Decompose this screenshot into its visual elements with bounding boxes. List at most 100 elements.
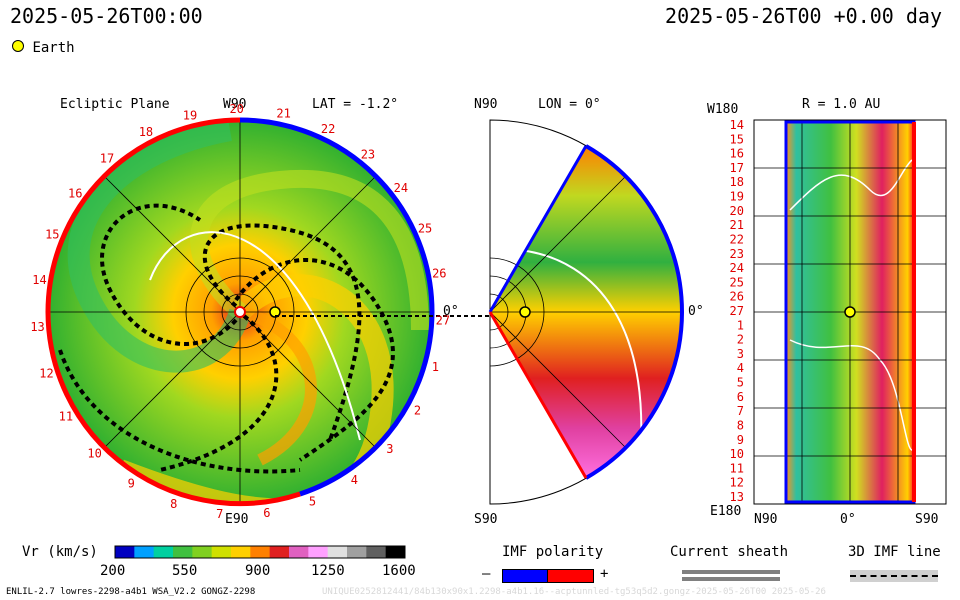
imf-line-swatch: [850, 575, 938, 577]
rmap-sheath-upper: [789, 159, 913, 211]
meridional-rim: [584, 144, 685, 480]
ecliptic-tick-label: 22: [321, 122, 335, 136]
rmap-y-tick-label: 27: [730, 304, 744, 318]
ecliptic-title: Ecliptic Plane: [60, 97, 170, 112]
earth-legend: Earth: [12, 40, 75, 56]
colorbar-segment: [327, 546, 348, 558]
ecliptic-tick-label: 12: [39, 366, 53, 380]
imf-positive-swatch: [547, 569, 594, 583]
colorbar-segment: [250, 546, 271, 558]
colorbar-segment: [269, 546, 290, 558]
meridional-sheath-line: [519, 249, 643, 461]
rmap-y-tick-label: 6: [737, 390, 744, 404]
longitude-label: LON = 0°: [538, 97, 601, 112]
ecliptic-tick-label: 6: [263, 506, 270, 520]
ecliptic-tick-label: 20: [229, 102, 243, 116]
ecliptic-tick-label: 9: [128, 476, 135, 490]
meridional-bottom-label: S90: [474, 512, 498, 527]
velocity-colorbar: [114, 545, 406, 559]
rmap-y-tick-label: 22: [730, 232, 744, 246]
ecliptic-tick-label: 21: [276, 107, 290, 121]
colorbar-segment: [385, 546, 406, 558]
rmap-x-label-north: N90: [754, 512, 778, 527]
ecliptic-rim-positive: [45, 117, 301, 507]
colorbar-title: Vr (km/s): [22, 544, 98, 560]
ecliptic-tick-label: 3: [386, 442, 393, 456]
imf-minus: –: [482, 566, 491, 582]
meridional-top-label: N90: [474, 97, 498, 112]
ecliptic-tick-label: 11: [59, 409, 73, 423]
colorbar-segment: [347, 546, 367, 558]
colorbar-segment: [134, 546, 155, 558]
rmap-y-tick-label: 24: [730, 261, 744, 275]
colorbar-segment: [308, 546, 329, 558]
colorbar-segment: [289, 546, 309, 558]
rmap-y-tick-label: 9: [737, 433, 744, 447]
rmap-y-tick-label: 18: [730, 175, 744, 189]
colorbar-segment: [231, 546, 251, 558]
ecliptic-tick-label: 10: [87, 447, 101, 461]
ecliptic-tick-label: 19: [183, 108, 197, 122]
rmap-top-left-label: W180: [707, 102, 739, 117]
colorbar-segment: [366, 546, 387, 558]
ecliptic-tick-label: 26: [432, 266, 446, 280]
ecliptic-tick-label: 1: [432, 360, 439, 374]
model-time: 2025-05-26T00 +0.00 day: [665, 4, 942, 28]
rmap-y-tick-label: 2: [737, 333, 744, 347]
ecliptic-tick-label: 14: [32, 273, 46, 287]
earth-marker-icon: [12, 40, 24, 52]
ecliptic-tick-label: 8: [170, 497, 177, 511]
ecliptic-tick-label: 16: [68, 186, 82, 200]
rmap-y-tick-label: 11: [730, 461, 744, 475]
sheath-swatch-top: [682, 570, 780, 574]
ecliptic-tick-label: 2: [414, 404, 421, 418]
ecliptic-tick-label: 18: [139, 125, 153, 139]
rmap-y-tick-label: 15: [730, 132, 744, 146]
rmap-y-tick-label: 5: [737, 376, 744, 390]
ecliptic-rim-negative: [239, 117, 435, 497]
footer-run-id: UNIQUE0252812441/84b130x90x1.2298-a4b1.1…: [322, 587, 826, 597]
current-sheath-title: Current sheath: [670, 544, 789, 560]
ecliptic-tick-label: 7: [216, 507, 223, 521]
colorbar-tick-1600: 1600: [382, 563, 416, 579]
latitude-label: LAT = -1.2°: [312, 97, 399, 112]
run-time: 2025-05-26T00:00: [10, 4, 203, 28]
rmap-y-tick-label: 21: [730, 218, 744, 232]
ecliptic-tick-label: 23: [361, 147, 375, 161]
rmap-y-tick-label: 10: [730, 447, 744, 461]
colorbar-tick-200: 200: [100, 563, 126, 579]
ecliptic-tick-label: 25: [418, 222, 432, 236]
earth-rmap-marker-icon: [844, 306, 856, 318]
rmap-ticks: 1415161718192021222324252627123456789101…: [730, 118, 744, 504]
rmap-y-tick-label: 7: [737, 404, 744, 418]
colorbar-tick-550: 550: [172, 563, 198, 579]
colorbar-segment: [192, 546, 213, 558]
rmap-y-tick-label: 1: [737, 318, 744, 332]
ecliptic-top-label: W90: [223, 97, 247, 112]
ecliptic-tick-label: 4: [351, 473, 358, 487]
rmap-x-label-zero: 0°: [840, 512, 856, 527]
ecliptic-bottom-label: E90: [225, 512, 249, 527]
rmap-y-tick-label: 14: [730, 118, 744, 132]
ecliptic-tick-label: 15: [45, 228, 59, 242]
earth-meridional-marker-icon: [519, 306, 531, 318]
rmap-y-tick-label: 25: [730, 275, 744, 289]
colorbar-segment: [211, 546, 232, 558]
rmap-y-tick-label: 20: [730, 204, 744, 218]
rmap-bottom-left-label: E180: [710, 504, 742, 519]
meridional-zero-label: 0°: [688, 304, 704, 319]
rmap-y-tick-label: 4: [737, 361, 744, 375]
rmap-y-tick-label: 3: [737, 347, 744, 361]
rmap-y-tick-label: 23: [730, 247, 744, 261]
footer-model-info: ENLIL-2.7 lowres-2298-a4b1 WSA_V2.2 GONG…: [6, 587, 256, 597]
rmap-y-tick-label: 19: [730, 190, 744, 204]
ecliptic-tick-label: 24: [394, 181, 408, 195]
rmap-y-tick-label: 17: [730, 161, 744, 175]
ecliptic-tick-label: 5: [309, 495, 316, 509]
colorbar-frame: [114, 545, 406, 559]
rmap-y-tick-label: 12: [730, 476, 744, 490]
imf-line-title: 3D IMF line: [848, 544, 941, 560]
ecliptic-tick-label: 13: [30, 320, 44, 334]
colorbar-segment: [153, 546, 174, 558]
